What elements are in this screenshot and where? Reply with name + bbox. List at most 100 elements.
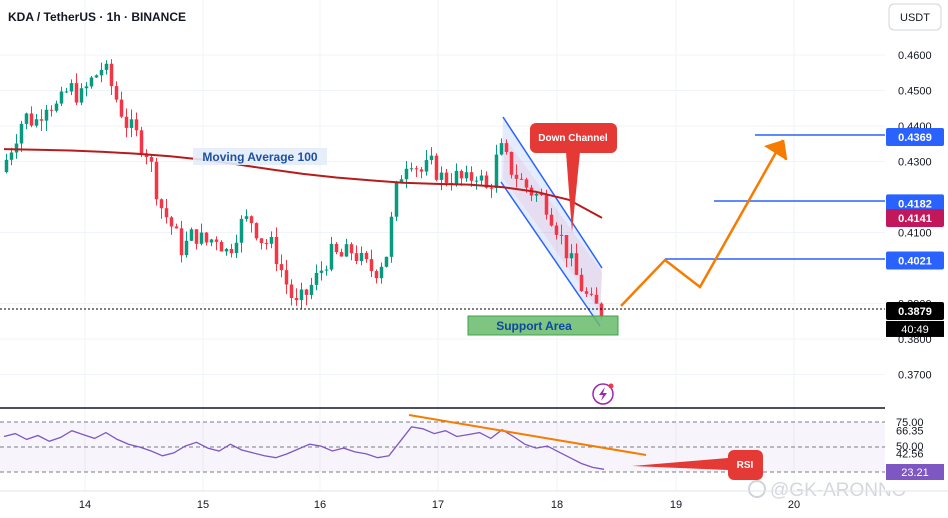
price-level-label: 0.4369	[898, 132, 932, 144]
candle-body	[534, 193, 539, 196]
candle-body	[239, 218, 244, 243]
candle-body	[479, 175, 484, 181]
price-tick-label: 0.3700	[898, 370, 932, 382]
candle-body	[9, 152, 14, 160]
candle-body	[289, 284, 294, 298]
currency-label[interactable]: USDT	[900, 12, 930, 24]
price-level-label: 0.4182	[898, 198, 932, 210]
candle-body	[139, 130, 144, 154]
symbol-title: KDA / TetherUS · 1h · BINANCE	[8, 10, 186, 24]
candle-body	[169, 217, 174, 227]
candle-body	[234, 242, 239, 254]
price-tick-label: 0.4100	[898, 228, 932, 240]
candle-body	[204, 232, 209, 243]
moving-average-label-bg	[193, 148, 327, 165]
candle-body	[399, 179, 404, 182]
moving-average-label: Moving Average 100	[202, 150, 317, 164]
candle-body	[114, 86, 119, 100]
candle-body	[29, 113, 34, 126]
candle-body	[19, 123, 24, 144]
support-area-box	[467, 315, 619, 336]
candle-body	[424, 160, 429, 172]
candle-body	[14, 143, 19, 153]
candle-body	[279, 264, 284, 271]
candle-body	[574, 253, 579, 275]
candle-body	[519, 178, 524, 180]
candle-body	[74, 83, 79, 103]
candle-body	[244, 216, 249, 219]
candle-body	[264, 243, 269, 245]
rsi-value-label: 23.21	[901, 467, 929, 479]
candle-body	[364, 252, 369, 260]
candle-body	[334, 243, 339, 253]
rsi-tick-label: 50.00	[896, 441, 924, 453]
candle-body	[459, 170, 464, 179]
lightning-icon[interactable]	[599, 387, 607, 401]
down-channel-label: Down Channel	[538, 133, 608, 144]
candle-body	[159, 199, 164, 209]
candle-body	[489, 187, 494, 189]
candle-body	[259, 238, 264, 244]
candle-body	[44, 109, 49, 121]
candle-body	[389, 216, 394, 257]
projection-path	[620, 139, 785, 307]
candle-body	[429, 155, 434, 161]
candlestick-series	[4, 59, 604, 320]
price-level-badge	[886, 301, 944, 320]
time-tick-label: 18	[551, 499, 563, 511]
time-axis[interactable]: 14 15 16 17 18 19 20	[79, 499, 800, 511]
candle-body	[254, 223, 259, 239]
candle-body	[219, 241, 224, 252]
rsi-tick-label: 66.35	[896, 425, 924, 437]
candle-body	[109, 63, 114, 87]
projection-arrowhead	[764, 140, 786, 160]
candle-body	[409, 168, 414, 170]
candle-body	[309, 284, 314, 295]
price-level-badge	[886, 208, 944, 227]
candle-body	[434, 155, 439, 180]
candle-body	[299, 289, 304, 301]
candle-body	[284, 270, 289, 285]
candle-body	[359, 252, 364, 262]
down-channel-callout-pointer	[566, 152, 580, 232]
time-tick-label: 14	[79, 499, 91, 511]
candle-body	[164, 208, 169, 218]
candle-body	[189, 229, 194, 241]
candle-body	[69, 83, 74, 92]
candle-body	[504, 143, 509, 152]
support-area-label: Support Area	[496, 319, 572, 333]
candle-body	[129, 119, 134, 128]
candle-body	[314, 272, 319, 285]
candle-body	[414, 168, 419, 170]
candle-body	[214, 239, 219, 242]
candle-body	[64, 91, 69, 93]
candle-body	[199, 232, 204, 244]
candle-body	[594, 294, 599, 304]
watermark-logo-icon	[748, 480, 766, 498]
candle-body	[374, 271, 379, 279]
candle-body	[584, 291, 589, 294]
currency-button[interactable]	[888, 3, 942, 31]
candle-body	[24, 113, 29, 124]
price-level-label: 0.4141	[898, 213, 932, 225]
rsi-value-badge	[886, 464, 944, 480]
candle-body	[469, 172, 474, 181]
candle-body	[84, 86, 89, 89]
moving-average-100-line	[3, 148, 603, 219]
projection-arrow-tail	[781, 139, 788, 161]
candle-body	[339, 252, 344, 257]
candle-body	[184, 240, 189, 256]
candle-body	[599, 303, 604, 317]
candle-body	[174, 226, 179, 229]
candle-body	[104, 63, 109, 70]
candle-body	[484, 175, 489, 188]
rsi-label: RSI	[737, 460, 754, 471]
candle-body	[49, 109, 54, 111]
candle-body	[319, 270, 324, 273]
rsi-callout-pointer	[632, 458, 728, 470]
candle-body	[229, 248, 234, 254]
candle-body	[404, 168, 409, 180]
candle-body	[554, 225, 559, 235]
chart-grid	[0, 0, 885, 491]
